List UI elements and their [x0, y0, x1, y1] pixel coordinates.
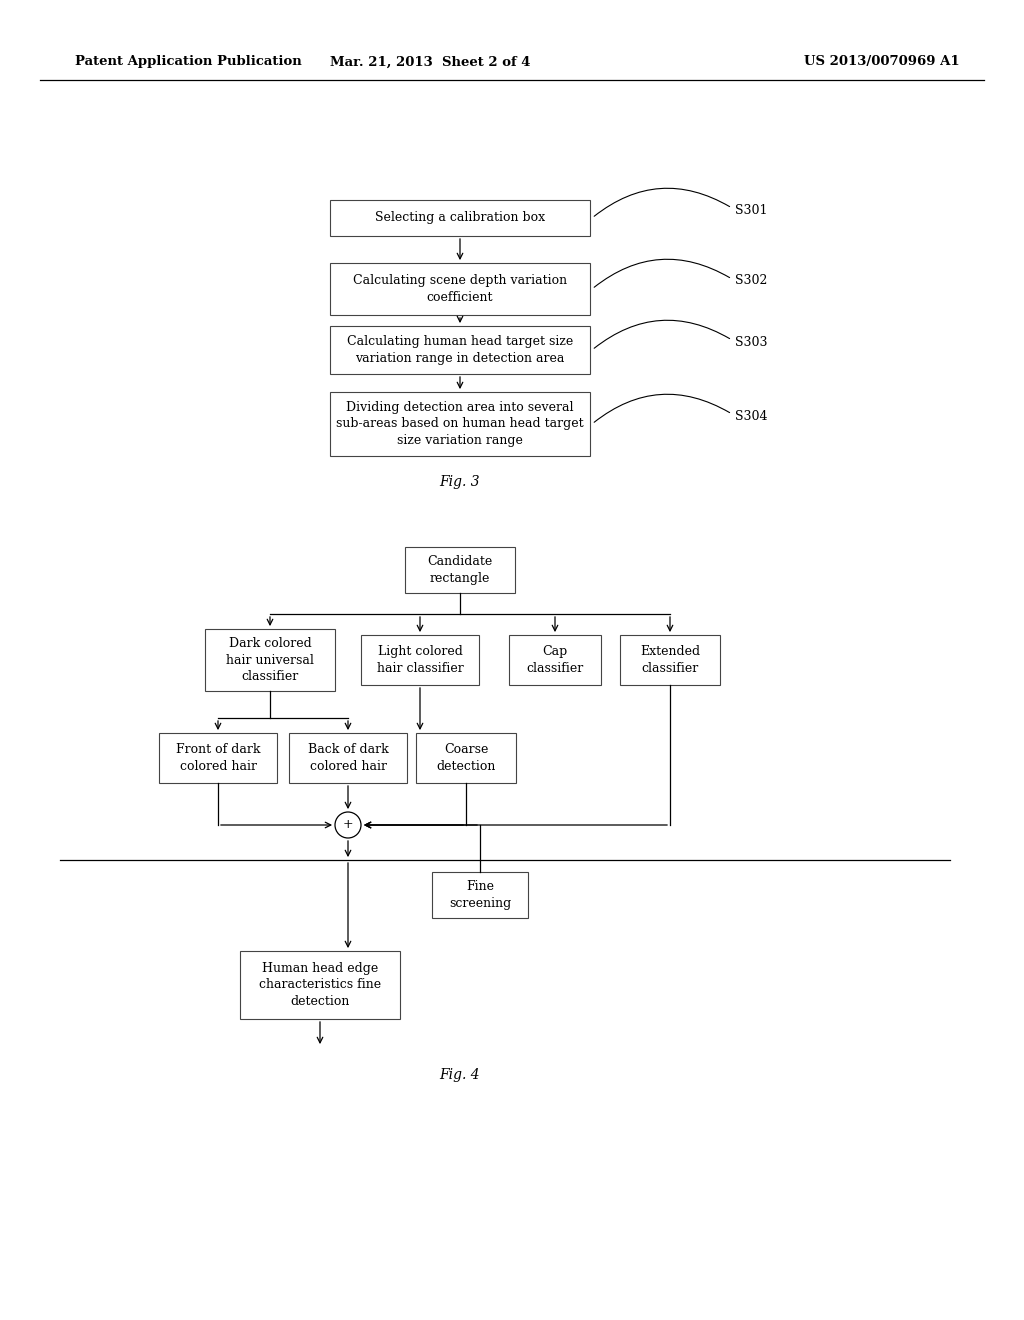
Text: Fig. 4: Fig. 4: [439, 1068, 480, 1082]
FancyBboxPatch shape: [620, 635, 720, 685]
FancyBboxPatch shape: [361, 635, 479, 685]
Text: S301: S301: [735, 203, 768, 216]
FancyBboxPatch shape: [509, 635, 601, 685]
Text: Human head edge
characteristics fine
detection: Human head edge characteristics fine det…: [259, 962, 381, 1008]
FancyBboxPatch shape: [330, 326, 590, 374]
FancyBboxPatch shape: [205, 630, 335, 690]
Text: Dark colored
hair universal
classifier: Dark colored hair universal classifier: [226, 638, 314, 682]
Text: Fine
screening: Fine screening: [449, 880, 511, 909]
FancyBboxPatch shape: [406, 546, 515, 593]
Text: S302: S302: [735, 275, 767, 288]
Text: Coarse
detection: Coarse detection: [436, 743, 496, 772]
Text: Dividing detection area into several
sub-areas based on human head target
size v: Dividing detection area into several sub…: [336, 401, 584, 447]
Text: Patent Application Publication: Patent Application Publication: [75, 55, 302, 69]
Text: S304: S304: [735, 409, 768, 422]
Text: Cap
classifier: Cap classifier: [526, 645, 584, 675]
FancyBboxPatch shape: [159, 733, 278, 783]
Text: Selecting a calibration box: Selecting a calibration box: [375, 211, 545, 224]
Text: +: +: [343, 818, 353, 832]
Text: Calculating human head target size
variation range in detection area: Calculating human head target size varia…: [347, 335, 573, 364]
FancyBboxPatch shape: [330, 392, 590, 455]
FancyBboxPatch shape: [289, 733, 407, 783]
Text: Light colored
hair classifier: Light colored hair classifier: [377, 645, 464, 675]
FancyBboxPatch shape: [330, 201, 590, 236]
Text: Front of dark
colored hair: Front of dark colored hair: [176, 743, 260, 772]
Text: Calculating scene depth variation
coefficient: Calculating scene depth variation coeffi…: [353, 275, 567, 304]
Text: Back of dark
colored hair: Back of dark colored hair: [307, 743, 388, 772]
FancyBboxPatch shape: [432, 873, 528, 917]
FancyBboxPatch shape: [416, 733, 516, 783]
Text: US 2013/0070969 A1: US 2013/0070969 A1: [805, 55, 961, 69]
FancyBboxPatch shape: [240, 950, 400, 1019]
Text: Extended
classifier: Extended classifier: [640, 645, 700, 675]
Text: S303: S303: [735, 335, 768, 348]
FancyBboxPatch shape: [330, 263, 590, 315]
Text: Fig. 3: Fig. 3: [439, 475, 480, 488]
Text: Mar. 21, 2013  Sheet 2 of 4: Mar. 21, 2013 Sheet 2 of 4: [330, 55, 530, 69]
Text: Candidate
rectangle: Candidate rectangle: [427, 556, 493, 585]
